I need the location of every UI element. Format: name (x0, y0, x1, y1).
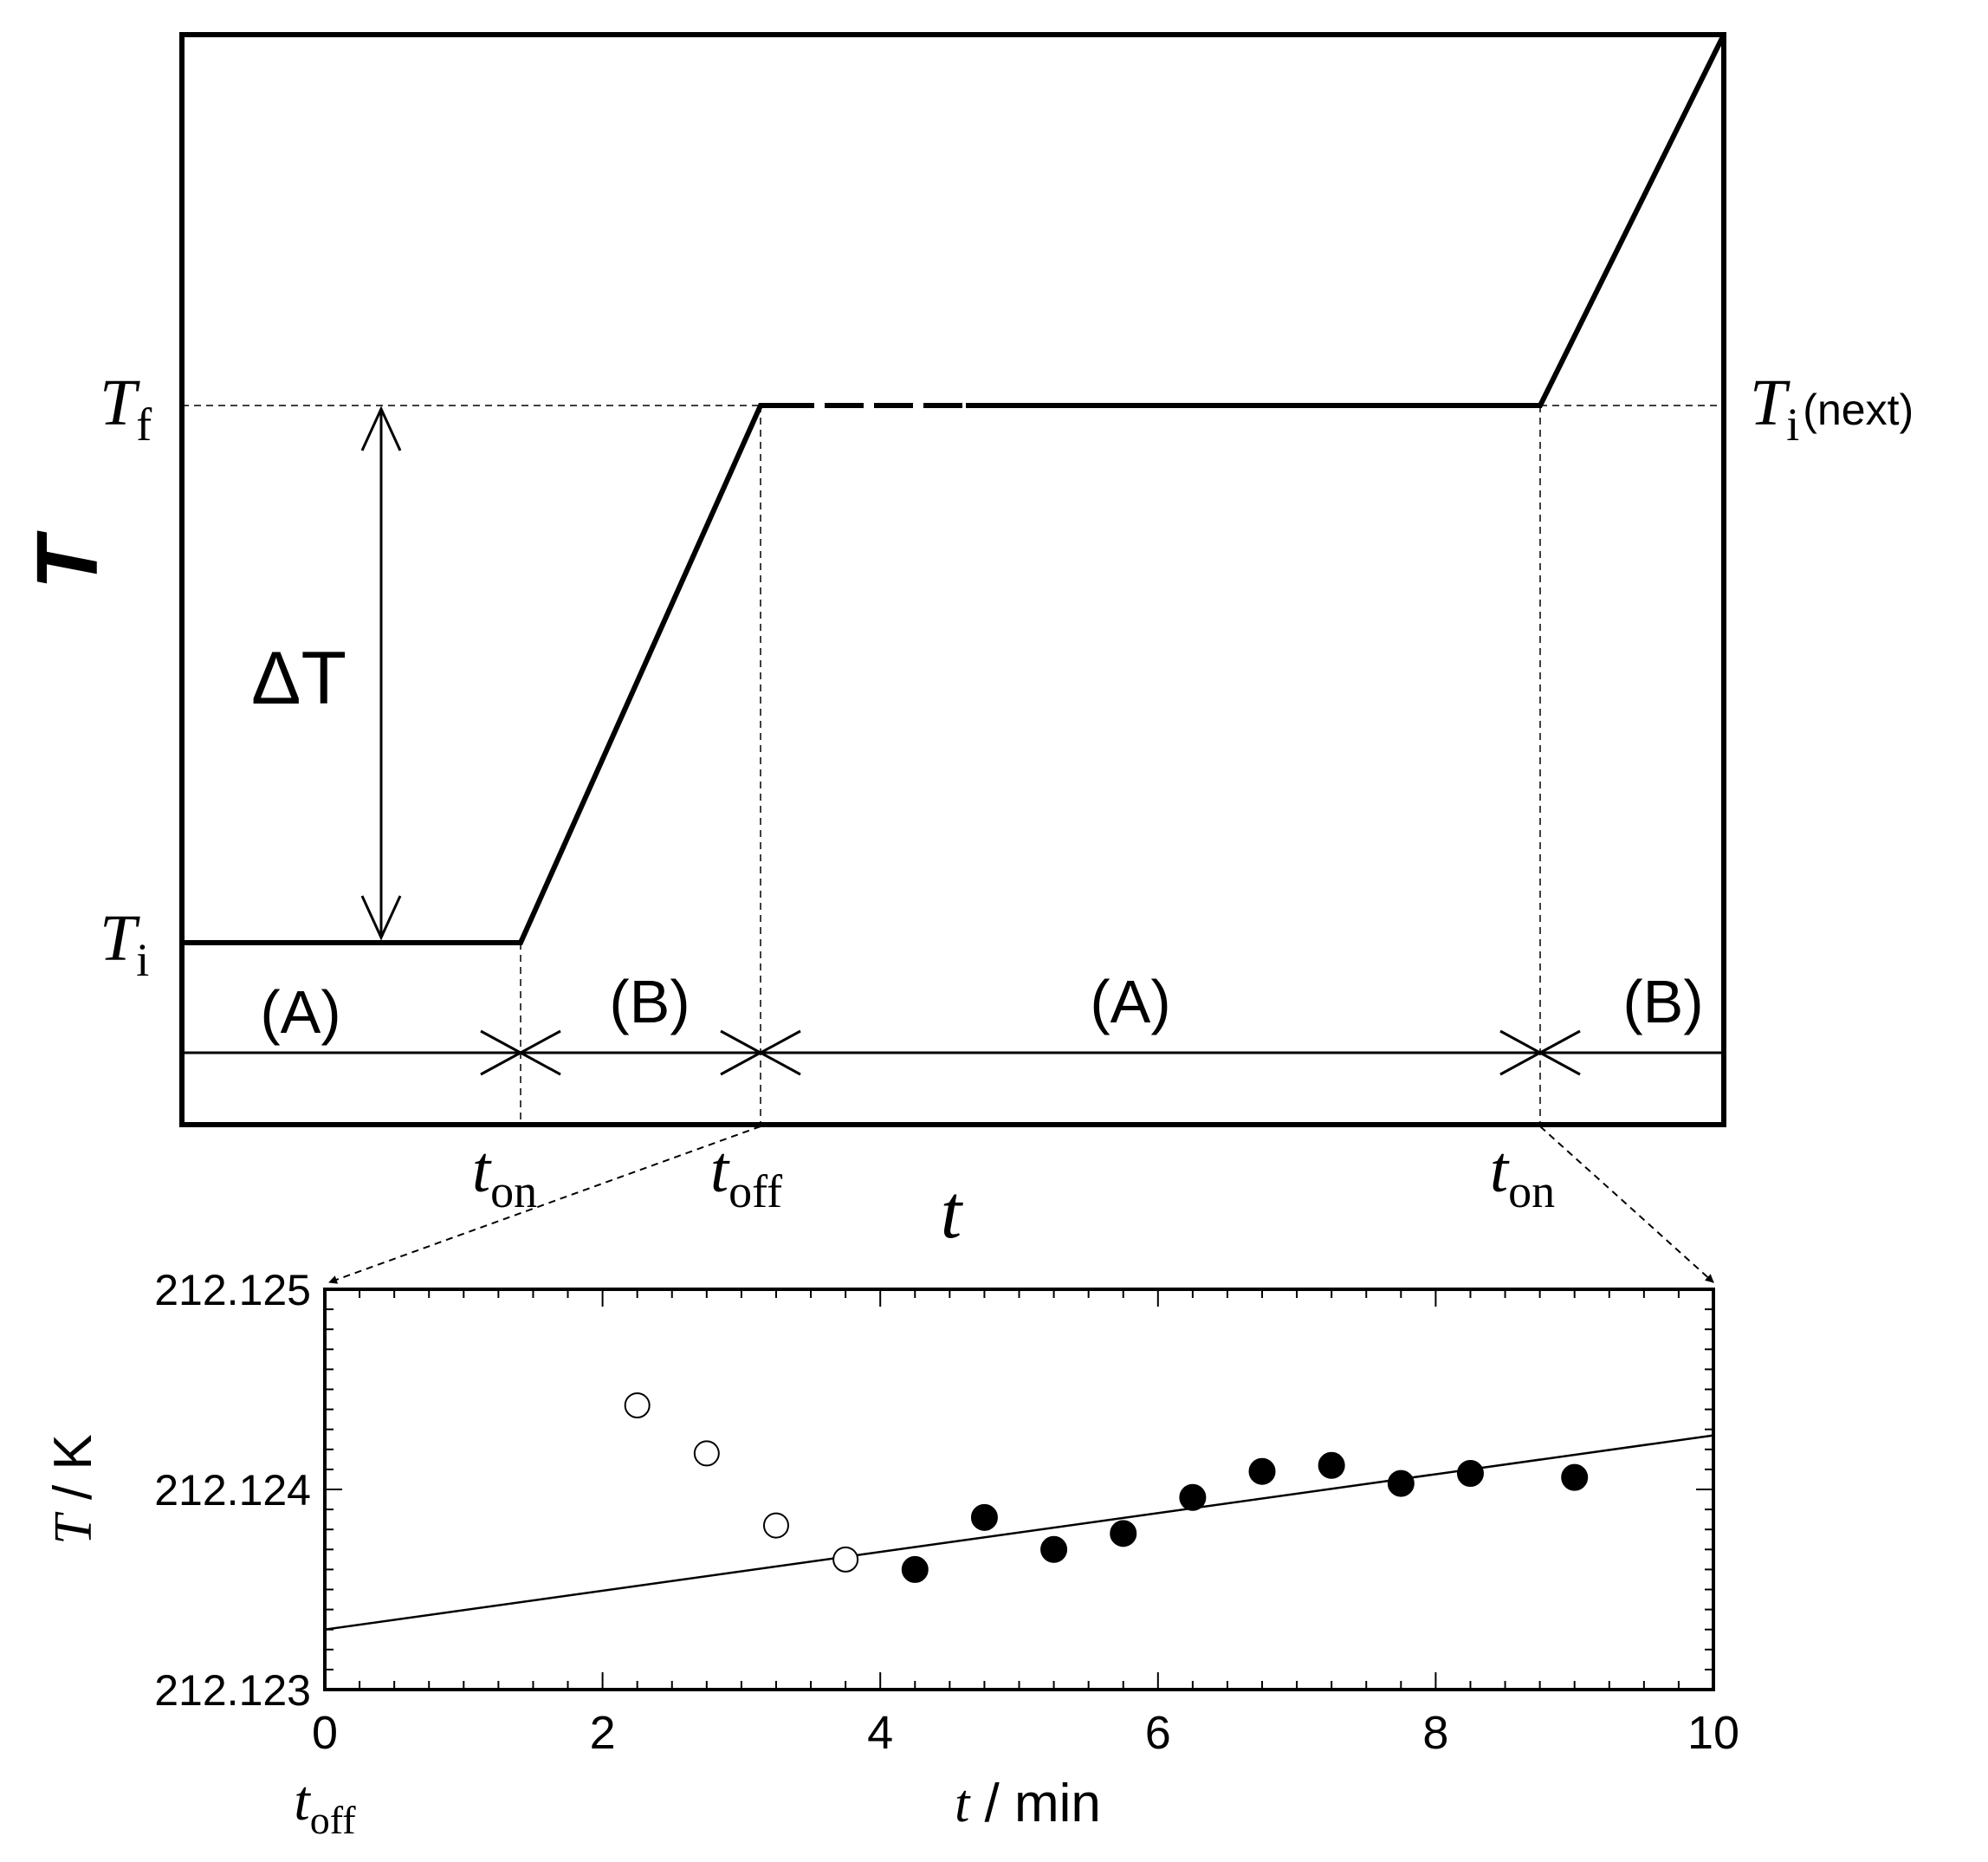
filled-data-point (1040, 1535, 1068, 1563)
x-tick-label: 10 (1687, 1707, 1739, 1759)
period-label-a1: (A) (260, 978, 340, 1046)
zoom-connector-right (1539, 1126, 1714, 1283)
plot-frame (323, 1288, 1715, 1691)
period-arrowhead (517, 1029, 561, 1076)
y-tick-label: 212.124 (154, 1466, 311, 1515)
filled-data-point (970, 1503, 998, 1531)
period-label-b2: (B) (1622, 968, 1703, 1035)
zoom-connector-left (328, 1126, 761, 1284)
fit-line (324, 1434, 1714, 1631)
x-origin-label: toff (294, 1769, 356, 1842)
x-tick-label: 8 (1422, 1707, 1448, 1759)
data-points (624, 1392, 1589, 1583)
minor-ticks (325, 1289, 1713, 1690)
open-data-point (693, 1440, 720, 1467)
temperature-profile-rise-2 (966, 33, 1726, 408)
time-mark-ton-2: ton (1490, 1133, 1555, 1217)
filled-data-point (1456, 1460, 1484, 1488)
filled-data-point (1318, 1451, 1345, 1479)
period-arrowhead (1537, 1029, 1581, 1076)
x-tick-label: 0 (312, 1707, 338, 1759)
open-data-point (762, 1512, 789, 1539)
period-arrowhead (757, 1029, 801, 1076)
time-mark-toff: toff (710, 1133, 782, 1217)
period-label-b1: (B) (609, 968, 690, 1035)
filled-data-point (1561, 1463, 1589, 1491)
period-label-a2: (A) (1090, 968, 1170, 1035)
x-tick-label: 4 (867, 1707, 893, 1759)
filled-data-point (1110, 1520, 1137, 1547)
filled-data-point (1179, 1483, 1207, 1511)
delta-t-arrow-head-bottom (360, 895, 402, 941)
open-data-point (624, 1392, 651, 1418)
temperature-profile-rise-1 (182, 403, 775, 945)
delta-t-label: ΔT (251, 637, 346, 720)
data-chart: 0 2 4 6 8 10 212.123 212.124 212.125 t / min T … (43, 1266, 1739, 1842)
delta-t-arrow-head-top (360, 405, 402, 451)
x-tick-label: 6 (1145, 1707, 1171, 1759)
level-label-ti: Ti (100, 902, 149, 986)
x-axis-label: t / min (955, 1774, 1101, 1833)
level-label-tf: Tf (100, 367, 152, 451)
level-label-ti-next: Ti(next) (1750, 367, 1914, 451)
x-tick-label: 2 (590, 1707, 616, 1759)
y-tick-labels: 212.123 212.124 212.125 (154, 1266, 311, 1715)
y-axis-label: T / K (43, 1434, 103, 1545)
y-tick-label: 212.125 (154, 1266, 311, 1314)
x-tick-labels: 0 2 4 6 8 10 (312, 1707, 1739, 1759)
y-tick-label: 212.123 (154, 1666, 311, 1715)
period-arrowheads (480, 1029, 1581, 1076)
filled-data-point (901, 1555, 929, 1583)
filled-data-point (1248, 1457, 1276, 1485)
schematic-x-axis-label: t (941, 1171, 964, 1255)
time-mark-ton-1: ton (472, 1133, 537, 1217)
schematic-frame (179, 32, 1726, 1127)
schematic-y-axis-label: T (19, 530, 116, 590)
schematic-panel: ΔT (A) (B) (A) (B) Tf Ti Ti(next) T t (19, 32, 1914, 1255)
filled-data-point (1387, 1469, 1415, 1497)
open-data-point (832, 1546, 859, 1573)
